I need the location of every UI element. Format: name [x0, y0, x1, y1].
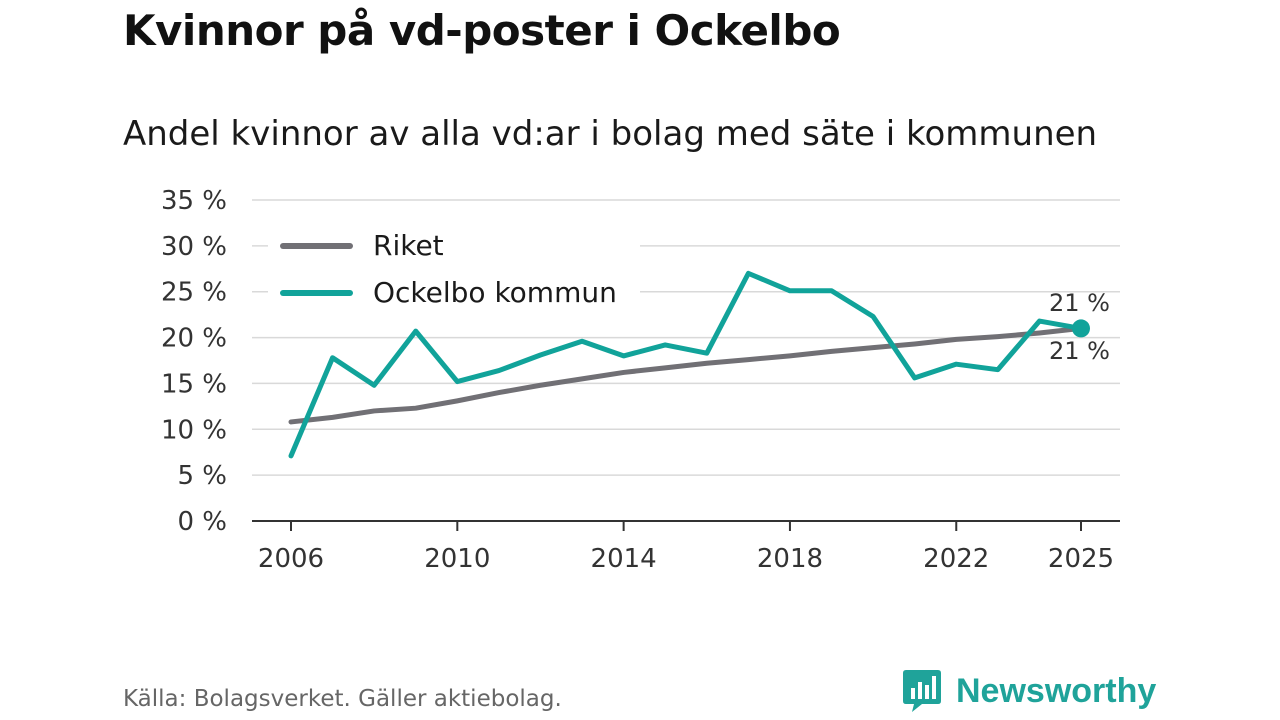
x-tick-label: 2025: [1048, 544, 1114, 574]
source-note: Källa: Bolagsverket. Gäller aktiebolag.: [123, 686, 562, 712]
chart-subtitle: Andel kvinnor av alla vd:ar i bolag med …: [123, 114, 1098, 154]
riket-end-label: 21 %: [1049, 337, 1110, 365]
y-tick-label: 20 %: [161, 324, 227, 354]
y-tick-label: 35 %: [161, 186, 227, 216]
y-tick-label: 0 %: [177, 507, 227, 537]
y-tick-label: 10 %: [161, 415, 227, 445]
x-tick-label: 2022: [923, 544, 989, 574]
ockelbo-end-label: 21 %: [1049, 289, 1110, 317]
ockelbo-series-line: [288, 270, 1084, 459]
y-tick-label: 15 %: [161, 369, 227, 399]
newsworthy-logo-icon: [903, 670, 941, 712]
legend-backdrop: [268, 220, 640, 264]
y-tick-label: 30 %: [161, 232, 227, 262]
x-tick-label: 2006: [258, 544, 324, 574]
legend-backdrop: [268, 267, 640, 311]
chart-title: Kvinnor på vd-poster i Ockelbo: [123, 6, 841, 55]
riket-series-line: [288, 325, 1084, 425]
legend-label: Riket: [373, 229, 444, 262]
x-tick-label: 2014: [591, 544, 657, 574]
brand-name: Newsworthy: [956, 671, 1157, 710]
brand[interactable]: Newsworthy: [902, 668, 1156, 714]
x-tick-label: 2010: [424, 544, 490, 574]
y-tick-label: 5 %: [177, 461, 227, 491]
legend-label: Ockelbo kommun: [373, 276, 617, 309]
ockelbo-end-point: [1072, 319, 1090, 338]
x-tick-label: 2018: [757, 544, 823, 574]
y-tick-label: 25 %: [161, 278, 227, 308]
